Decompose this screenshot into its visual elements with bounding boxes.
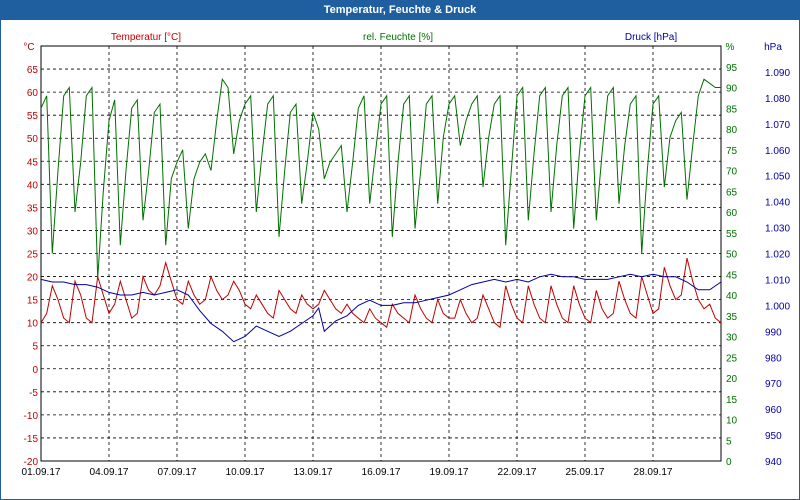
unit-label-temperature: °C	[23, 42, 34, 53]
y-tick-label-pressure: 990	[765, 327, 782, 338]
y-tick-label-humidity: 25	[726, 353, 738, 364]
series-layer	[40, 77, 722, 343]
y-tick-label-pressure: 1.090	[765, 68, 790, 79]
y-tick-label-pressure: 1.060	[765, 146, 790, 157]
y-tick-label-humidity: 20	[726, 374, 738, 385]
y-tick-label-humidity: 10	[726, 416, 738, 427]
y-tick-label-pressure: 940	[765, 457, 782, 468]
legend-left: Temperatur [°C]	[111, 32, 181, 43]
grid	[41, 46, 721, 461]
y-tick-label-temperature: 5	[32, 342, 38, 353]
x-tick-label: 13.09.17	[294, 467, 333, 478]
series-line-right	[40, 273, 722, 343]
y-tick-label-temperature: -10	[24, 411, 39, 422]
y-tick-label-temperature: 20	[27, 273, 39, 284]
y-tick-label-pressure: 1.070	[765, 120, 790, 131]
x-tick-label: 07.09.17	[158, 467, 197, 478]
y-tick-label-pressure: 960	[765, 405, 782, 416]
y-tick-label-pressure: 1.030	[765, 224, 790, 235]
y-tick-label-pressure: 1.050	[765, 172, 790, 183]
y-tick-label-temperature: 25	[27, 250, 39, 261]
y-tick-label-pressure: 1.000	[765, 301, 790, 312]
y-tick-label-temperature: 65	[27, 65, 39, 76]
y-tick-label-temperature: 50	[27, 134, 39, 145]
y-tick-label-temperature: -20	[24, 457, 39, 468]
y-tick-label-humidity: 55	[726, 229, 738, 240]
y-tick-label-humidity: 95	[726, 63, 738, 74]
y-tick-label-humidity: 65	[726, 187, 738, 198]
chart-plot: 65605550454035302520151050-5-10-15-20959…	[22, 32, 791, 478]
y-tick-label-humidity: 15	[726, 395, 738, 406]
y-tick-label-temperature: 0	[32, 365, 38, 376]
unit-label-pressure: hPa	[764, 42, 782, 53]
y-tick-label-humidity: 70	[726, 167, 738, 178]
y-tick-label-pressure: 1.080	[765, 94, 790, 105]
y-tick-label-pressure: 1.040	[765, 198, 790, 209]
x-tick-label: 19.09.17	[430, 467, 469, 478]
y-tick-label-temperature: 30	[27, 226, 39, 237]
y-tick-label-pressure: 970	[765, 379, 782, 390]
y-tick-label-temperature: 55	[27, 111, 39, 122]
x-tick-label: 04.09.17	[90, 467, 129, 478]
legend: Temperatur [°C] rel. Feuchte [%] Druck [hP…	[111, 32, 677, 43]
y-tick-label-humidity: 45	[726, 270, 738, 281]
y-tick-label-humidity: 80	[726, 125, 738, 136]
y-tick-label-temperature: 60	[27, 88, 39, 99]
series-line-middle	[40, 77, 721, 279]
x-tick-label: 16.09.17	[362, 467, 401, 478]
legend-middle: rel. Feuchte [%]	[363, 32, 433, 43]
y-tick-label-temperature: 35	[27, 203, 39, 214]
unit-label-humidity: %	[726, 42, 735, 53]
axis-labels: 65605550454035302520151050-5-10-15-20959…	[22, 42, 791, 478]
legend-right: Druck [hPa]	[625, 32, 677, 43]
y-tick-label-humidity: 60	[726, 208, 738, 219]
x-tick-label: 28.09.17	[634, 467, 673, 478]
y-tick-label-pressure: 1.020	[765, 250, 790, 261]
x-tick-label: 10.09.17	[226, 467, 265, 478]
y-tick-label-temperature: -15	[24, 434, 39, 445]
chart-title: Temperatur, Feuchte & Druck	[1, 1, 799, 20]
y-tick-label-humidity: 90	[726, 84, 738, 95]
y-tick-label-pressure: 980	[765, 353, 782, 364]
y-tick-label-temperature: 45	[27, 157, 39, 168]
y-tick-label-humidity: 85	[726, 104, 738, 115]
y-tick-label-temperature: 15	[27, 296, 39, 307]
x-tick-label: 22.09.17	[498, 467, 537, 478]
x-tick-label: 25.09.17	[566, 467, 605, 478]
y-tick-label-humidity: 40	[726, 291, 738, 302]
y-tick-label-temperature: 40	[27, 180, 39, 191]
y-tick-label-temperature: -5	[29, 388, 38, 399]
y-tick-label-humidity: 75	[726, 146, 738, 157]
y-tick-label-humidity: 5	[726, 436, 732, 447]
y-tick-label-humidity: 50	[726, 250, 738, 261]
y-tick-label-humidity: 0	[726, 457, 732, 468]
y-tick-label-humidity: 30	[726, 333, 738, 344]
y-tick-label-pressure: 1.010	[765, 275, 790, 286]
y-tick-label-temperature: 10	[27, 319, 39, 330]
x-tick-label: 01.09.17	[22, 467, 61, 478]
y-tick-label-humidity: 35	[726, 312, 738, 323]
y-tick-label-pressure: 950	[765, 431, 782, 442]
